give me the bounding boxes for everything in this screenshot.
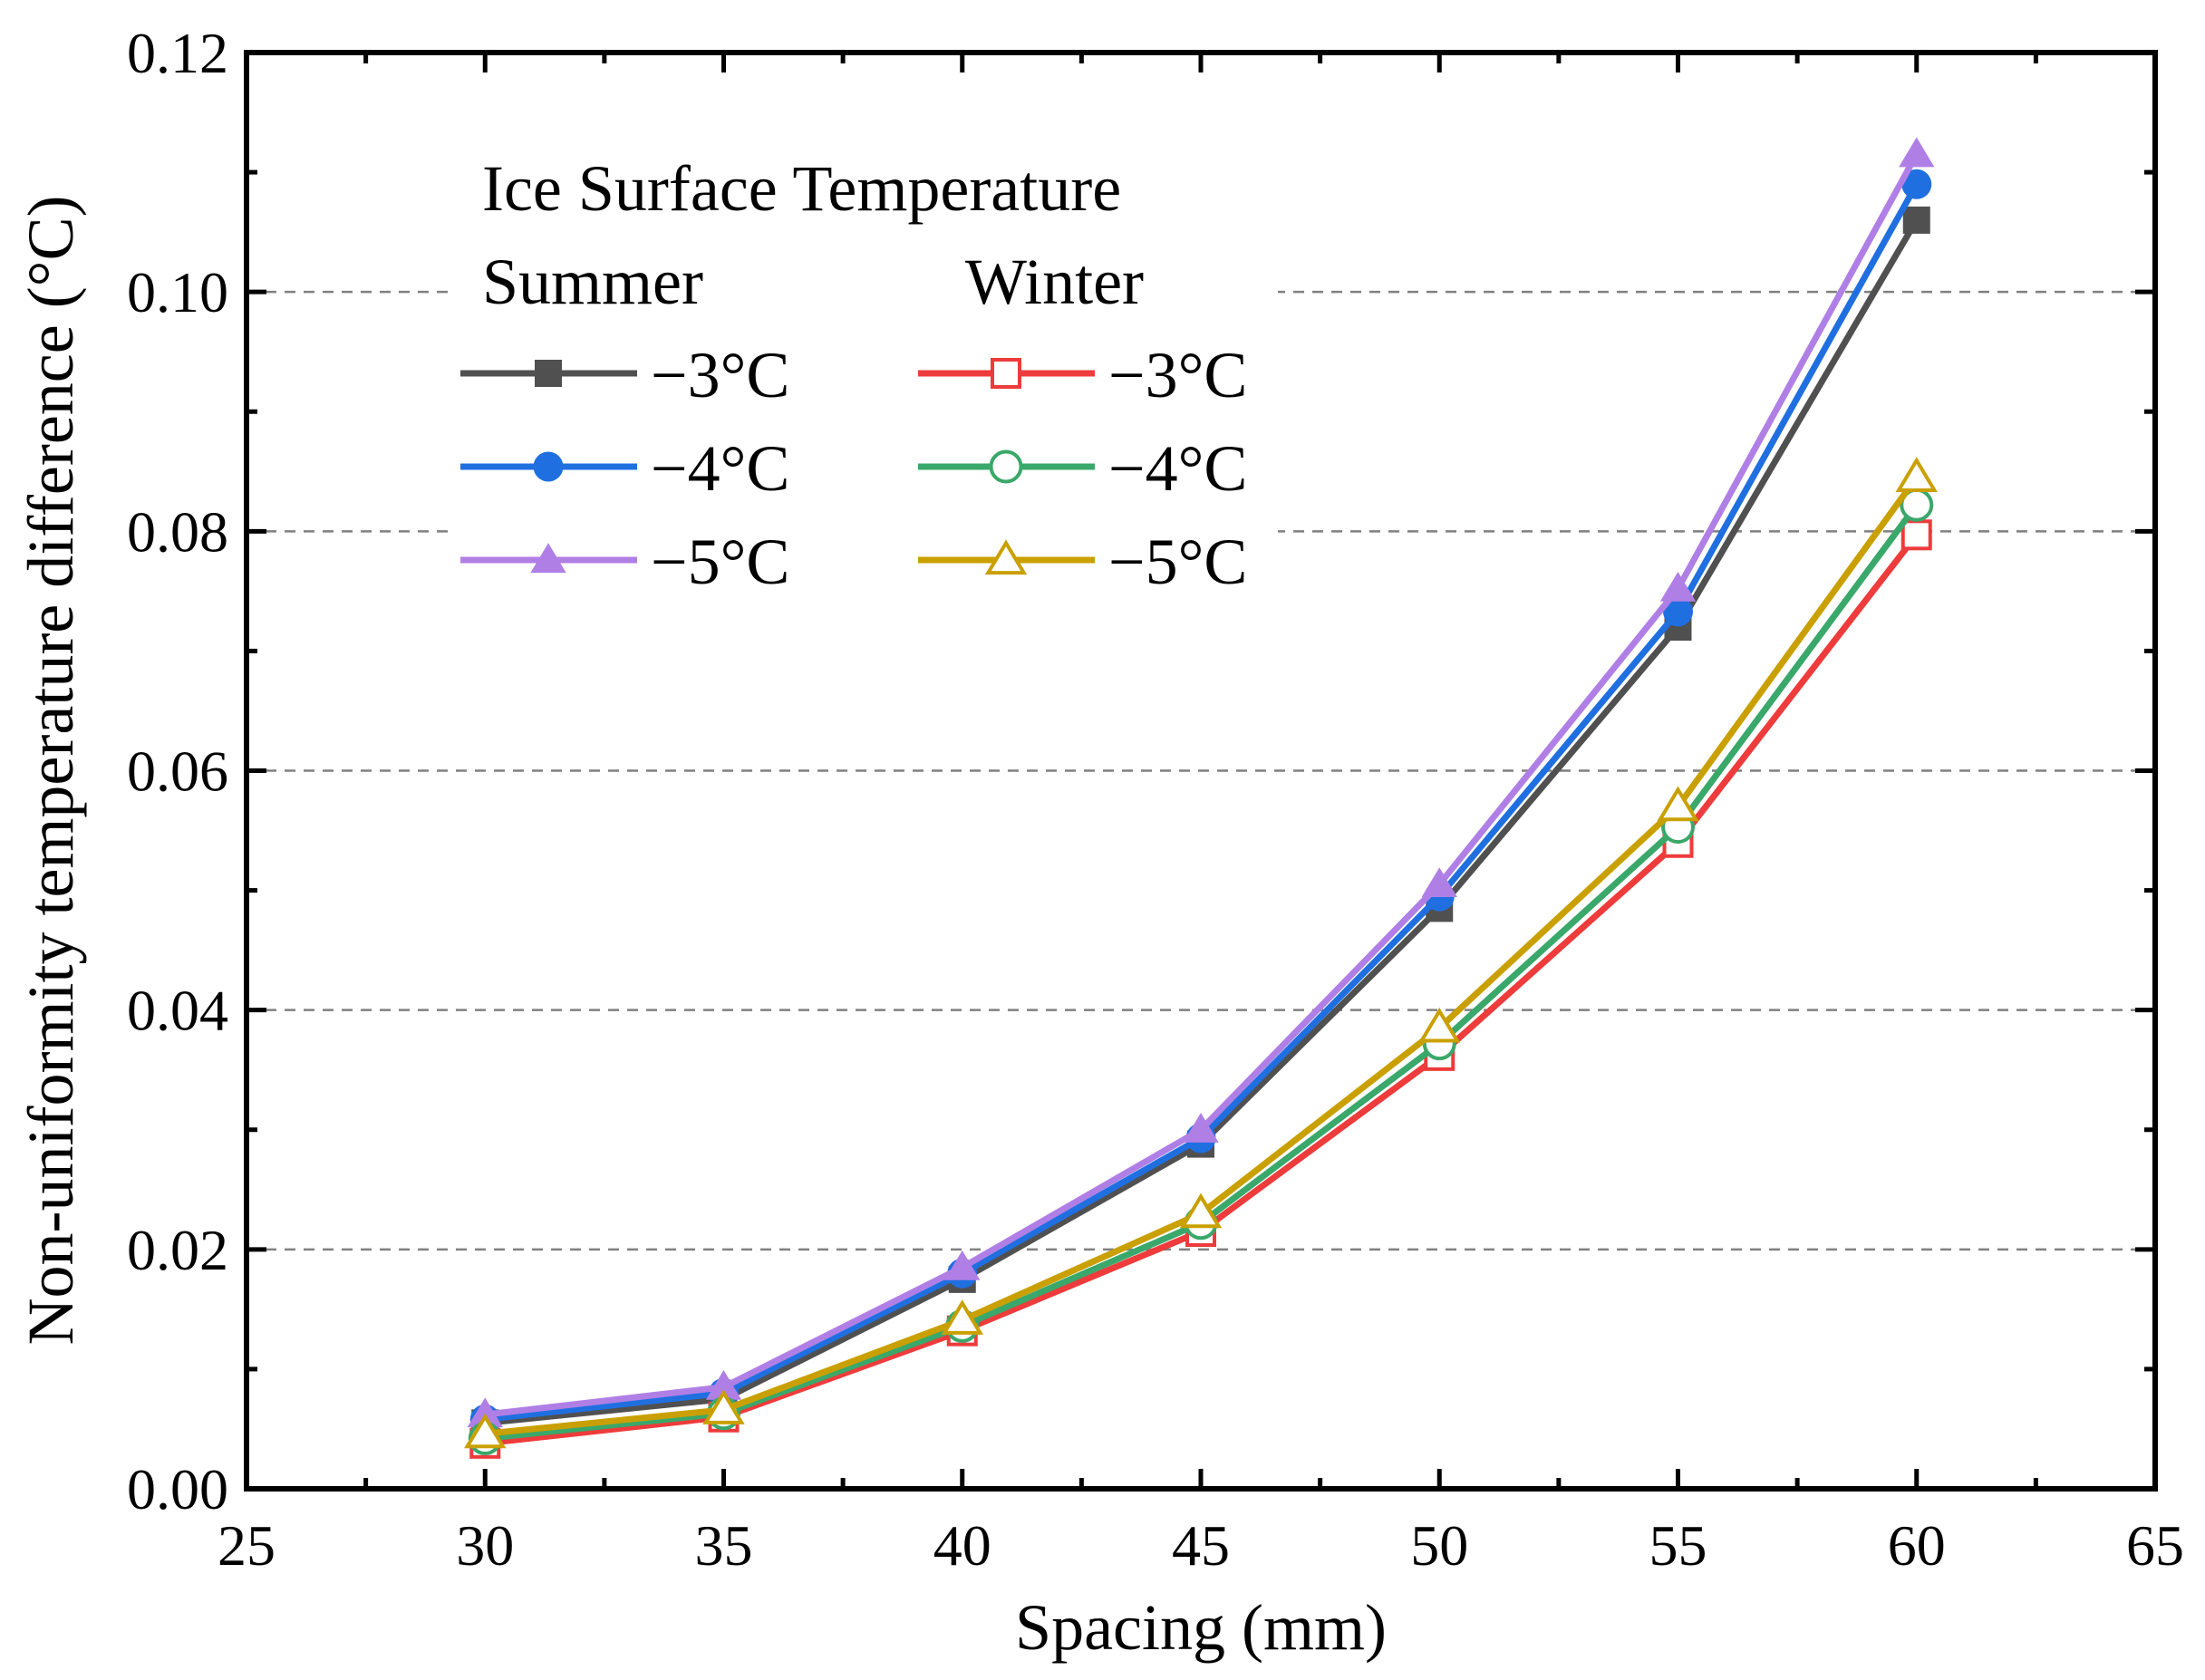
x-tick-label: 65 [2126, 1513, 2184, 1578]
data-point [1421, 867, 1457, 898]
y-tick-label: 0.04 [127, 979, 228, 1043]
data-point [1900, 519, 1932, 551]
x-tick-label: 25 [218, 1513, 276, 1578]
legend-label: −4°C [651, 432, 789, 505]
x-tick-label: 55 [1649, 1513, 1707, 1578]
data-point [702, 1389, 745, 1424]
axis-ticks [244, 50, 2158, 1492]
y-tick-label: 0.08 [127, 499, 228, 564]
data-point [1659, 571, 1697, 602]
data-point [1418, 1007, 1461, 1043]
y-tick-label: 0.00 [127, 1457, 228, 1521]
legend-group-summer: Summer [482, 246, 703, 318]
legend-entry: −3°C [460, 339, 789, 411]
x-tick-labels: 25 30 35 40 45 50 55 60 65 [218, 1513, 2184, 1578]
legend-label: −5°C [1108, 526, 1247, 598]
x-tick-label: 45 [1172, 1513, 1230, 1578]
y-tick-label: 0.12 [127, 21, 228, 85]
legend: Ice Surface Temperature Summer Winter −3… [453, 145, 1278, 598]
legend-entries: −3°C −4°C −5°C −3°C −4°C −5°C [460, 339, 1247, 598]
x-tick-label: 40 [933, 1513, 991, 1578]
series-summer-2 [467, 137, 1935, 1428]
data-point [1183, 1113, 1219, 1143]
legend-swatch-marker [530, 543, 566, 574]
y-tick-labels: 0.00 0.02 0.04 0.06 0.08 0.10 0.12 [127, 21, 228, 1521]
series-group [464, 137, 1938, 1459]
x-tick-label: 30 [456, 1513, 514, 1578]
data-point [1901, 169, 1932, 199]
legend-background [453, 145, 1278, 589]
legend-label: −5°C [651, 526, 789, 598]
legend-entry: −5°C [460, 526, 789, 598]
x-tick-label: 60 [1888, 1513, 1946, 1578]
data-point [1179, 1192, 1223, 1229]
y-axis-title: Non-uniformity temperature difference (°… [15, 196, 87, 1346]
legend-title: Ice Surface Temperature [482, 152, 1121, 225]
y-tick-label: 0.06 [127, 739, 228, 804]
legend-entry: −5°C [918, 526, 1247, 598]
legend-swatch-marker [991, 358, 1021, 389]
data-point [1895, 457, 1938, 492]
legend-swatch-marker [984, 539, 1028, 575]
x-tick-label: 50 [1410, 1513, 1468, 1578]
legend-swatch-marker [533, 451, 564, 482]
legend-label: −4°C [1108, 432, 1247, 505]
y-tick-label: 0.02 [127, 1218, 228, 1282]
data-point [941, 1299, 983, 1335]
legend-group-winter: Winter [965, 246, 1144, 318]
data-point [705, 1369, 742, 1400]
data-point [1657, 786, 1699, 822]
data-point [1899, 137, 1935, 168]
legend-entry: −4°C [918, 432, 1247, 505]
x-axis-title: Spacing (mm) [1015, 1591, 1387, 1664]
y-tick-label: 0.10 [127, 260, 228, 324]
legend-label: −3°C [651, 339, 789, 411]
series-winter-5 [464, 457, 1938, 1449]
data-point [1663, 596, 1693, 627]
legend-entry: −3°C [918, 339, 1247, 411]
data-point [464, 1413, 507, 1449]
data-point [944, 1250, 981, 1280]
legend-swatch-marker [535, 360, 562, 387]
data-point [1902, 206, 1930, 234]
legend-entry: −4°C [460, 432, 789, 505]
legend-swatch-marker [989, 449, 1023, 484]
data-point [467, 1397, 503, 1428]
x-tick-label: 35 [695, 1513, 753, 1578]
legend-label: −3°C [1108, 339, 1247, 411]
